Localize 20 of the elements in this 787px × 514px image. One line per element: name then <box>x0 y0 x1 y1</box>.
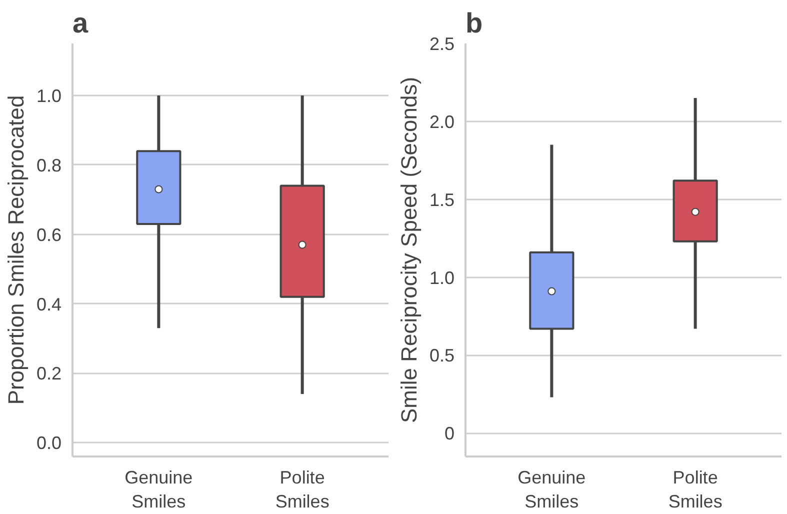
x-tick-label: Polite Smiles <box>275 468 330 512</box>
x-tick-label: Genuine Smiles <box>124 468 193 512</box>
y-tick-label: 2.0 <box>429 112 455 132</box>
y-tick-label: 0 <box>444 424 455 444</box>
y-tick-label: 0.0 <box>36 433 62 454</box>
y-tick-label: 0.6 <box>36 224 62 245</box>
y-tick-label: 1.0 <box>429 268 455 288</box>
y-axis-title: Smile Reciprocity Speed (Seconds) <box>396 76 422 424</box>
y-tick-label: 0.5 <box>429 346 455 366</box>
y-tick-label: 1.5 <box>429 190 455 210</box>
text: a <box>72 8 88 38</box>
y-tick-label: 0.2 <box>36 364 62 384</box>
y-tick-label: 0.8 <box>36 155 62 176</box>
x-tick-label: Genuine Smiles <box>518 468 586 512</box>
y-tick-label: 1.0 <box>36 86 62 106</box>
y-tick-label: 0.4 <box>36 294 62 314</box>
y-tick-label: 2.5 <box>429 34 455 54</box>
text: b <box>466 8 483 38</box>
x-tick-label: Polite Smiles <box>668 468 722 512</box>
y-axis-title: Proportion Smiles Reciprocated <box>3 95 28 405</box>
